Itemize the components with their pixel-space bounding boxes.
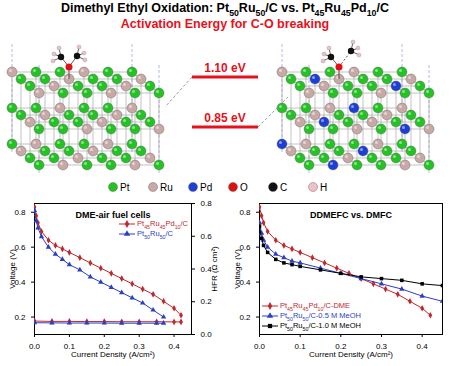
svg-text:H: H xyxy=(320,182,327,193)
svg-text:Pt: Pt xyxy=(120,182,130,193)
svg-text:0.2: 0.2 xyxy=(201,297,213,306)
svg-text:DME-air fuel cells: DME-air fuel cells xyxy=(75,210,150,220)
svg-text:0.2: 0.2 xyxy=(98,342,110,352)
svg-text:Current Density (A/cm²): Current Density (A/cm²) xyxy=(71,350,155,359)
svg-text:0.8: 0.8 xyxy=(201,199,213,208)
svg-text:0.6: 0.6 xyxy=(201,232,213,241)
svg-text:Voltage (V): Voltage (V) xyxy=(8,249,17,289)
svg-text:HFR (Ω cm²): HFR (Ω cm²) xyxy=(210,246,219,292)
svg-text:0.2: 0.2 xyxy=(14,313,26,322)
svg-text:0.3: 0.3 xyxy=(375,342,388,352)
svg-text:0.8: 0.8 xyxy=(239,208,251,217)
html-text:Dimethyl Ethyl Oxidation: Pt50: Dimethyl Ethyl Oxidation: Pt50Ru50/C vs.… xyxy=(61,1,389,18)
svg-text:0.0: 0.0 xyxy=(201,330,213,339)
html-text:Pt50Ru50/C-0.5 M MeOH: Pt50Ru50/C-0.5 M MeOH xyxy=(280,311,361,322)
html-text:Pt50Ru50/C: Pt50Ru50/C xyxy=(137,229,173,240)
svg-text:0.4: 0.4 xyxy=(168,342,180,351)
svg-text:DDMEFC vs. DMFC: DDMEFC vs. DMFC xyxy=(310,210,393,220)
svg-text:0.6: 0.6 xyxy=(14,242,26,252)
svg-text:0.0: 0.0 xyxy=(254,342,266,351)
svg-text:C: C xyxy=(280,182,287,193)
svg-text:Current Density (A/cm²): Current Density (A/cm²) xyxy=(309,350,393,359)
svg-text:0.8: 0.8 xyxy=(14,208,26,217)
svg-text:0.2: 0.2 xyxy=(239,313,251,322)
svg-text:0.4: 0.4 xyxy=(417,342,429,351)
svg-text:0.1: 0.1 xyxy=(295,342,307,351)
html-text:Pt45Ru45Pd10/C-DME: Pt45Ru45Pd10/C-DME xyxy=(280,301,351,312)
html-text:Pt50Ru50/C-1.0 M MeOH: Pt50Ru50/C-1.0 M MeOH xyxy=(280,321,361,332)
svg-text:Voltage (V): Voltage (V) xyxy=(233,249,242,289)
svg-text:0.4: 0.4 xyxy=(14,277,26,287)
svg-text:0.4: 0.4 xyxy=(200,264,212,274)
svg-text:0.85 eV: 0.85 eV xyxy=(204,111,245,125)
svg-text:0.6: 0.6 xyxy=(239,242,251,252)
svg-text:0.1: 0.1 xyxy=(63,342,75,352)
html-text:Activation Energy for C-O brea: Activation Energy for C-O breaking xyxy=(120,17,330,31)
svg-text:0.2: 0.2 xyxy=(335,342,347,352)
svg-text:0.3: 0.3 xyxy=(133,342,145,352)
svg-text:Ru: Ru xyxy=(160,182,173,193)
svg-text:Pd: Pd xyxy=(200,182,212,193)
svg-text:0.0: 0.0 xyxy=(29,342,41,351)
html-text:Pt45Ru45Pd10/C: Pt45Ru45Pd10/C xyxy=(137,219,188,230)
svg-text:0.4: 0.4 xyxy=(239,277,251,287)
svg-text:O: O xyxy=(240,182,248,193)
svg-text:1.10 eV: 1.10 eV xyxy=(204,61,245,75)
